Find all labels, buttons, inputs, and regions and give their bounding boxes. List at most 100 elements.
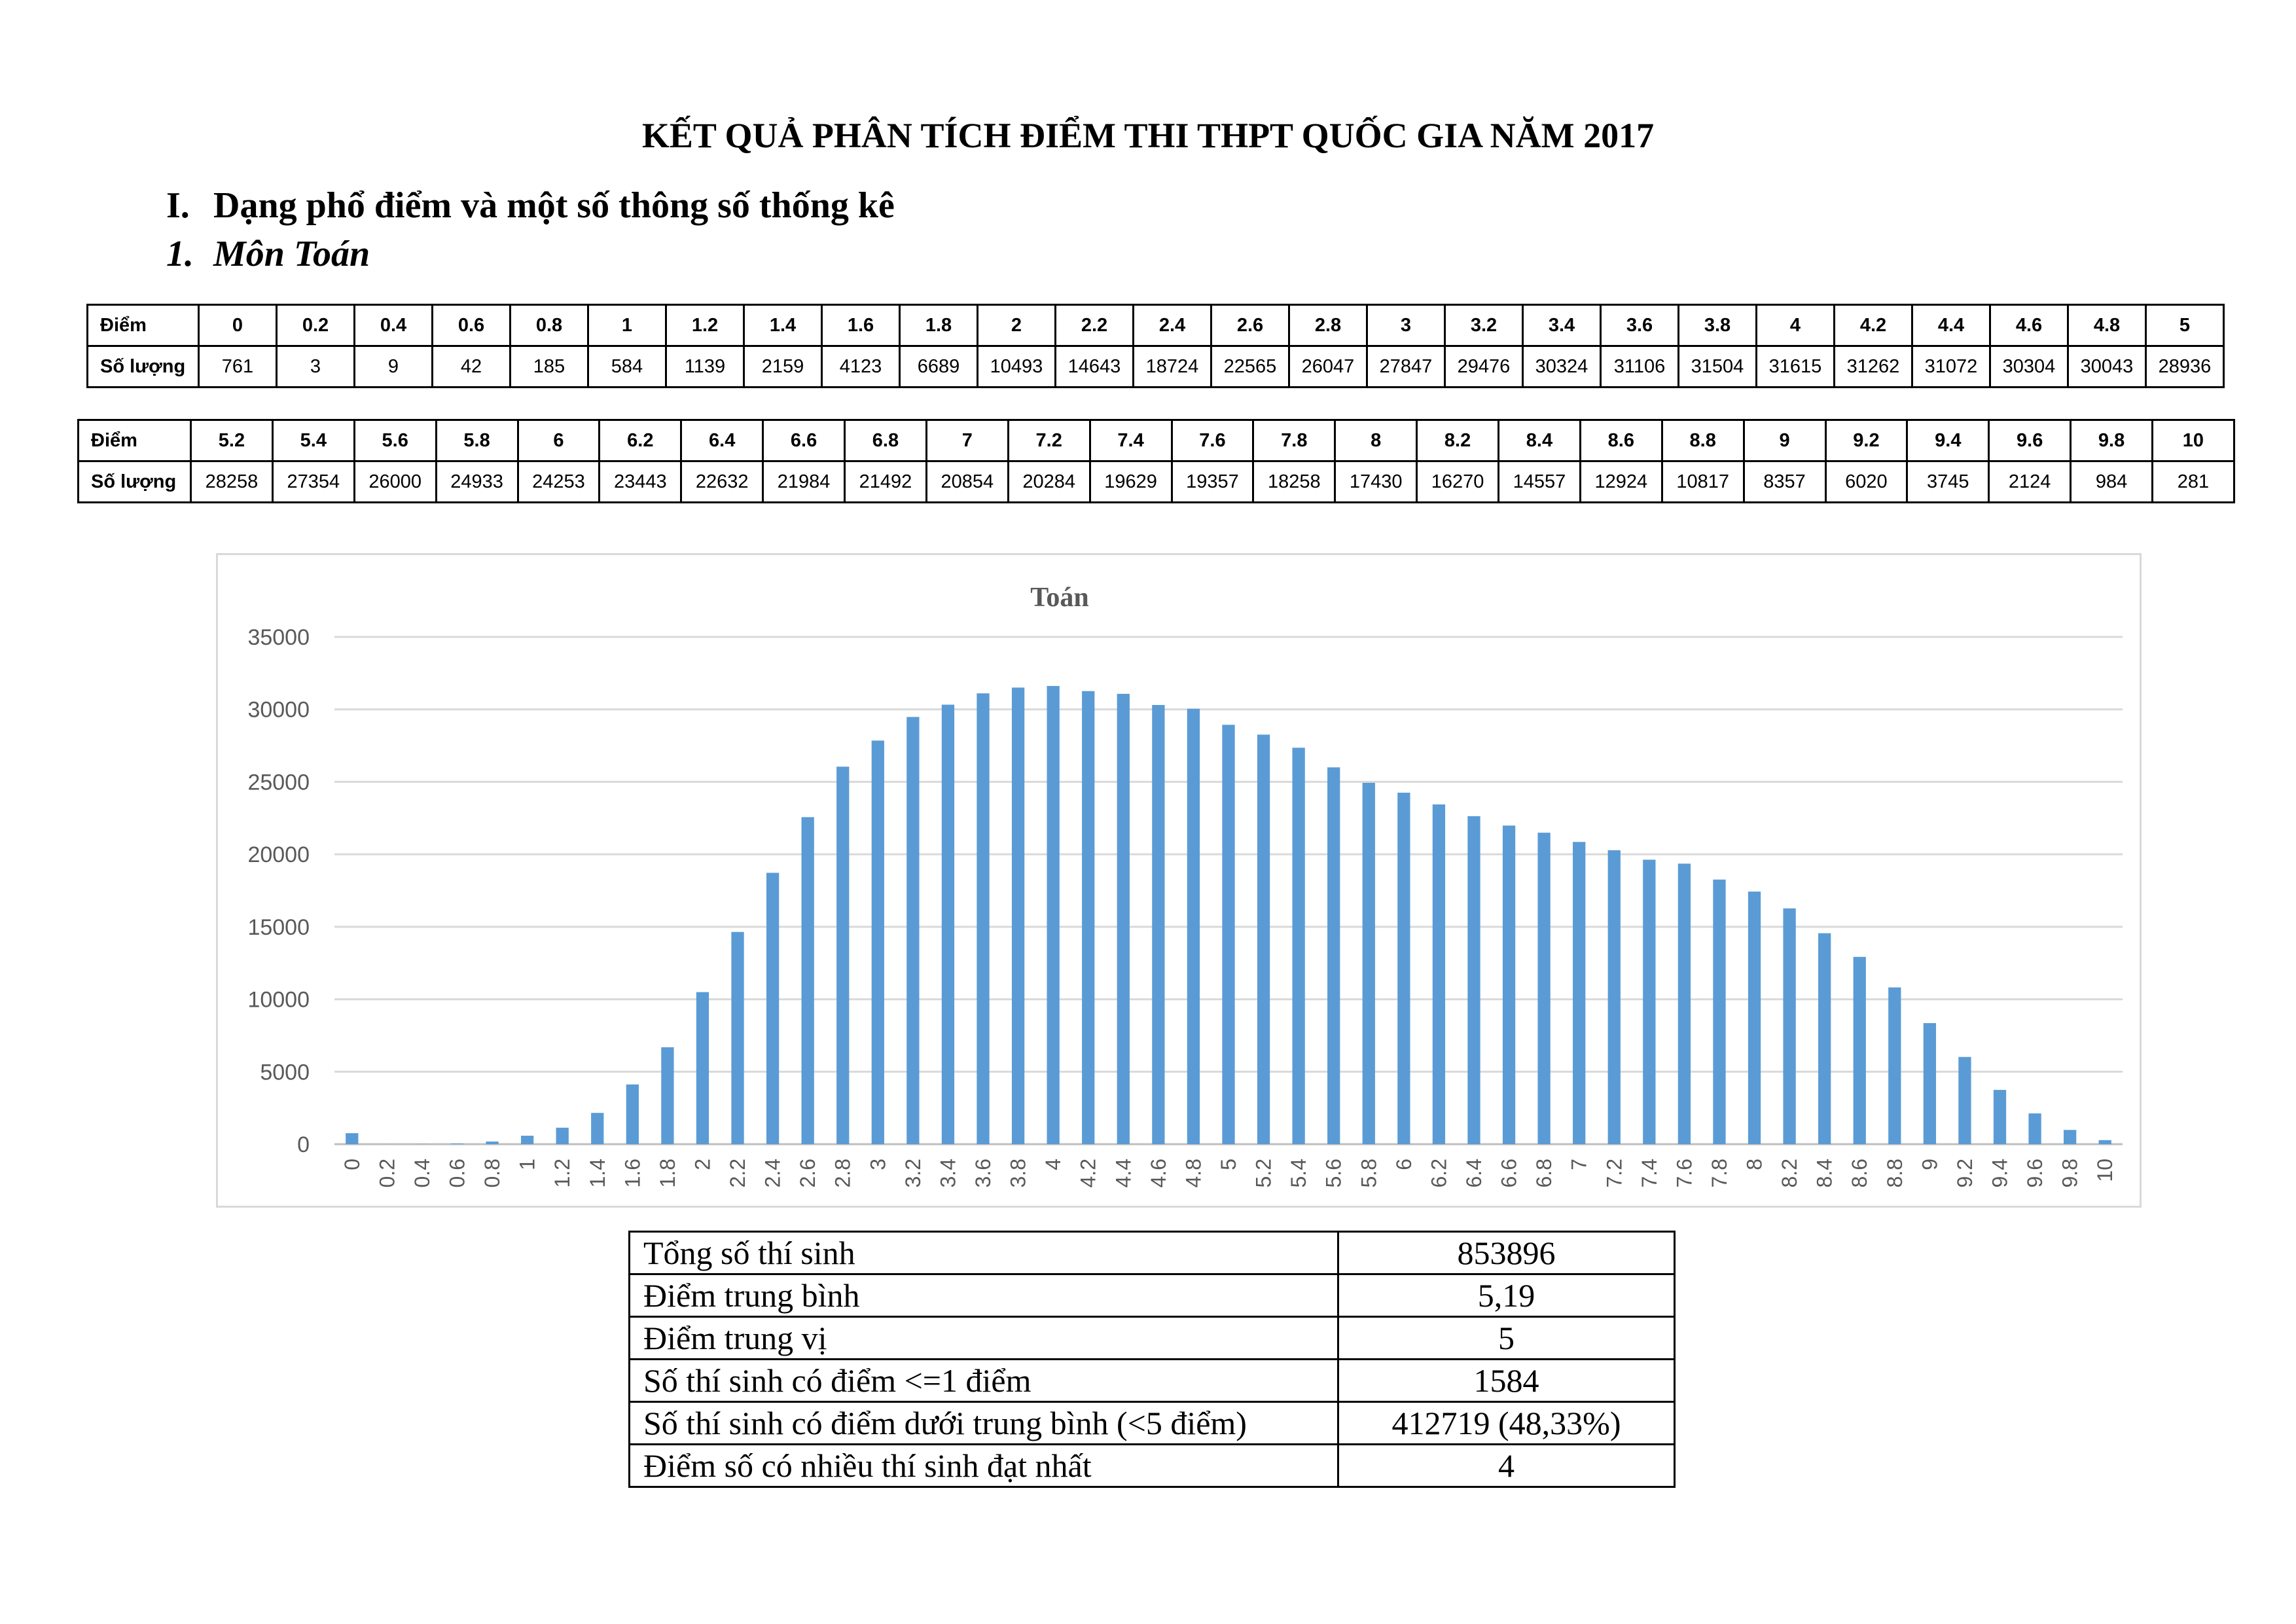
x-tick-label: 2.6 — [796, 1159, 819, 1187]
section-title: Dạng phổ điểm và một số thông số thống k… — [213, 185, 895, 226]
score-cell: 4.6 — [1989, 304, 2069, 347]
section-heading: I. Dạng phổ điểm và một số thông số thống… — [166, 185, 895, 226]
x-tick-label: 6.2 — [1427, 1159, 1450, 1187]
count-cell: 19357 — [1170, 460, 1255, 503]
count-row-label: Số lượng — [77, 460, 192, 503]
count-cell: 24933 — [435, 460, 519, 503]
x-tick-label: 6.4 — [1462, 1159, 1486, 1187]
score-cell: 3.8 — [1677, 304, 1757, 347]
score-cell: 5.6 — [353, 419, 437, 462]
score-cell: 0.6 — [431, 304, 511, 347]
statistic-value: 4 — [1337, 1443, 1676, 1488]
count-cell: 3745 — [1906, 460, 1990, 503]
score-cell: 7 — [925, 419, 1009, 462]
count-cell: 31072 — [1911, 345, 1991, 388]
score-cell: 6.2 — [598, 419, 683, 462]
bar — [941, 704, 955, 1144]
bar — [1082, 691, 1095, 1144]
bar — [2028, 1113, 2041, 1144]
bar — [2098, 1140, 2111, 1144]
statistics-row: Số thí sinh có điểm <=1 điểm 1584 — [628, 1358, 1676, 1403]
y-tick-label: 10000 — [247, 988, 310, 1013]
score-cell: 6.6 — [762, 419, 846, 462]
bar — [1713, 879, 1726, 1144]
x-tick-label: 2.8 — [831, 1159, 855, 1187]
score-cell: 9.4 — [1906, 419, 1990, 462]
score-distribution-table-2: Điểm 5.2 5.4 5.6 5.8 6 6.2 6.4 6.6 6.8 7 7.2 7.4 7.6 7… — [77, 419, 2235, 503]
x-tick-label: 0.2 — [375, 1159, 399, 1187]
bar — [1993, 1090, 2007, 1144]
bar — [1888, 987, 1901, 1144]
count-cell: 584 — [587, 345, 667, 388]
score-cell: 8.4 — [1498, 419, 1581, 462]
score-cell: 5 — [2145, 304, 2225, 347]
count-cell: 23443 — [598, 460, 683, 503]
score-cell: 9.2 — [1824, 419, 1909, 462]
x-tick-label: 9.4 — [1988, 1159, 2012, 1187]
x-tick-label: 6.6 — [1498, 1159, 1521, 1187]
bar — [1923, 1022, 1937, 1144]
count-row: Số lượng 761 3 9 42 185 584 1139 2159 4123 6689 104… — [86, 345, 2225, 388]
statistic-label: Điểm số có nhiều thí sinh đạt nhất — [628, 1443, 1339, 1488]
statistics-row: Điểm trung bình 5,19 — [628, 1273, 1676, 1318]
score-cell: 8 — [1334, 419, 1418, 462]
x-tick-label: 3 — [866, 1159, 889, 1170]
bar — [1327, 767, 1340, 1144]
score-cell: 9.6 — [1988, 419, 2072, 462]
score-cell: 0.8 — [509, 304, 589, 347]
count-cell: 31106 — [1600, 345, 1679, 388]
score-cell: 1.2 — [665, 304, 745, 347]
count-cell: 8357 — [1742, 460, 1827, 503]
x-tick-label: 4.4 — [1111, 1159, 1135, 1187]
score-cell: 8.8 — [1660, 419, 1745, 462]
bar — [1643, 859, 1656, 1144]
x-tick-label: 4 — [1041, 1159, 1065, 1170]
count-cell: 1139 — [665, 345, 745, 388]
score-cell: 7.2 — [1007, 419, 1091, 462]
y-tick-label: 15000 — [247, 915, 310, 940]
x-tick-label: 8 — [1743, 1159, 1767, 1170]
x-tick-label: 9.2 — [1953, 1159, 1977, 1187]
score-cell: 2.8 — [1288, 304, 1368, 347]
count-cell: 30043 — [2067, 345, 2147, 388]
score-cell: 4.2 — [1833, 304, 1913, 347]
count-cell: 14643 — [1054, 345, 1134, 388]
y-tick-label: 25000 — [247, 770, 310, 795]
x-tick-label: 9.6 — [2023, 1159, 2047, 1187]
count-cell: 30304 — [1989, 345, 2069, 388]
y-tick-label: 5000 — [260, 1060, 310, 1085]
x-tick-label: 3.6 — [971, 1159, 995, 1187]
bar — [906, 717, 920, 1144]
bar — [486, 1141, 499, 1144]
statistics-row: Số thí sinh có điểm dưới trung bình (<5 … — [628, 1401, 1676, 1445]
bar — [520, 1136, 534, 1144]
x-tick-label: 7 — [1568, 1159, 1591, 1170]
bar — [977, 693, 990, 1144]
x-tick-label: 8.2 — [1778, 1159, 1801, 1187]
statistics-row: Tổng số thí sinh 853896 — [628, 1231, 1676, 1275]
bar — [346, 1133, 359, 1144]
statistics-row: Điểm trung vị 5 — [628, 1316, 1676, 1360]
x-tick-label: 4.6 — [1147, 1159, 1170, 1187]
bar — [1222, 725, 1235, 1144]
score-cell: 6.8 — [844, 419, 927, 462]
statistic-label: Số thí sinh có điểm <=1 điểm — [628, 1358, 1339, 1403]
count-row-label: Số lượng — [86, 345, 200, 388]
score-cell: 6.4 — [680, 419, 764, 462]
x-tick-label: 0.4 — [410, 1159, 434, 1187]
y-tick-label: 35000 — [247, 625, 310, 650]
bar — [1011, 687, 1025, 1144]
bar — [1362, 782, 1375, 1144]
bar — [1292, 748, 1305, 1144]
x-tick-label: 0.6 — [445, 1159, 469, 1187]
score-cell: 8.2 — [1416, 419, 1499, 462]
count-cell: 20854 — [925, 460, 1009, 503]
x-tick-label: 3.4 — [936, 1159, 960, 1187]
x-tick-label: 2.4 — [761, 1159, 785, 1187]
x-tick-label: 10 — [2093, 1159, 2117, 1182]
score-cell: 9 — [1742, 419, 1827, 462]
bar — [1187, 708, 1200, 1144]
y-axis-ticks: 0 5000 10000 15000 20000 25000 30000 35000 — [247, 625, 310, 1157]
bar — [1047, 685, 1060, 1144]
x-tick-label: 1.4 — [586, 1159, 609, 1187]
